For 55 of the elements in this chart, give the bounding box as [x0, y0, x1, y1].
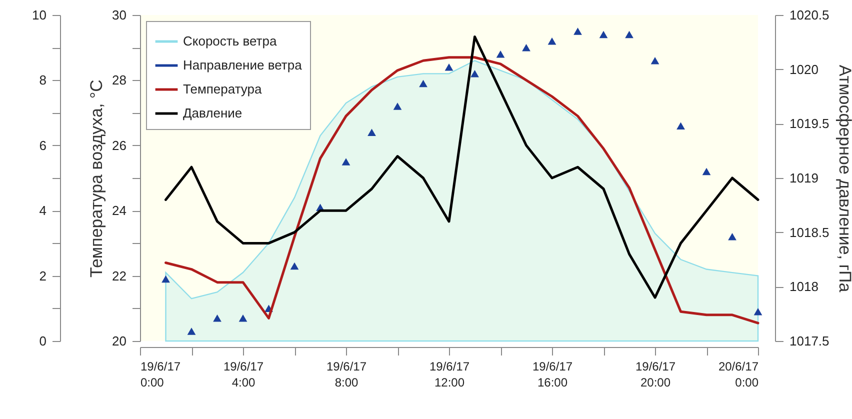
y-axis-title: Температура воздуха, °C [87, 80, 106, 278]
y-tick-label: 22 [112, 268, 126, 284]
point [213, 314, 222, 322]
x-tick-label: 19/6/17 20:00 [635, 360, 676, 390]
point [342, 158, 350, 166]
x-tick-label: 19/6/17 0:00 [140, 360, 181, 390]
point [625, 30, 634, 38]
y2-tick-label: 1020 [790, 62, 818, 77]
y2-tick-label: 1017.5 [790, 334, 830, 348]
y2-tick-label: 1018 [790, 279, 818, 294]
point [522, 44, 530, 52]
x-tick-label: 19/6/17 12:00 [429, 360, 470, 390]
y3-tick-label: 4 [39, 203, 46, 218]
x-tick-label: 19/6/17 4:00 [223, 360, 264, 390]
x-tick-label: 19/6/17 8:00 [326, 360, 367, 390]
point [187, 328, 196, 335]
y2-tick-label: 1018.5 [790, 224, 830, 240]
x-tick-label: 19/6/17 16:00 [532, 360, 573, 390]
legend-label: Скорость ветра [183, 34, 278, 48]
point [393, 102, 402, 110]
point [574, 28, 582, 35]
y-tick-label: 30 [112, 8, 126, 22]
y-tick-label: 26 [112, 138, 126, 153]
legend-label: Направление ветра [183, 58, 303, 72]
y-tick-label: 28 [112, 72, 126, 88]
y3-tick-label: 10 [32, 8, 46, 22]
point [238, 314, 248, 322]
y3-tick-label: 6 [39, 138, 46, 153]
point [676, 122, 685, 130]
y3-tick-label: 0 [39, 334, 46, 348]
point [548, 37, 556, 45]
y2-tick-label: 1019 [790, 170, 818, 186]
x-tick-label: 20/6/17 0:00 [718, 360, 759, 390]
y-tick-label: 24 [112, 203, 126, 218]
line-series [164, 35, 760, 299]
point [728, 233, 736, 240]
point [444, 64, 454, 71]
y2-axis-title: Атмосферное давление, гПа [835, 64, 852, 293]
point [470, 70, 479, 78]
point [754, 308, 762, 316]
legend-label: Температура [183, 82, 263, 96]
point [702, 168, 711, 176]
y-tick-label: 20 [112, 334, 126, 348]
point [162, 275, 170, 283]
y2-tick-label: 1019.5 [790, 116, 830, 132]
point [599, 30, 608, 38]
point [368, 128, 376, 136]
point [650, 57, 660, 64]
point [419, 80, 428, 88]
point [290, 262, 299, 270]
y2-tick-label: 1020.5 [790, 8, 830, 22]
y3-tick-label: 8 [39, 72, 46, 88]
legend-label: Давление [183, 106, 242, 120]
y3-tick-label: 2 [39, 268, 46, 284]
point [496, 50, 505, 58]
